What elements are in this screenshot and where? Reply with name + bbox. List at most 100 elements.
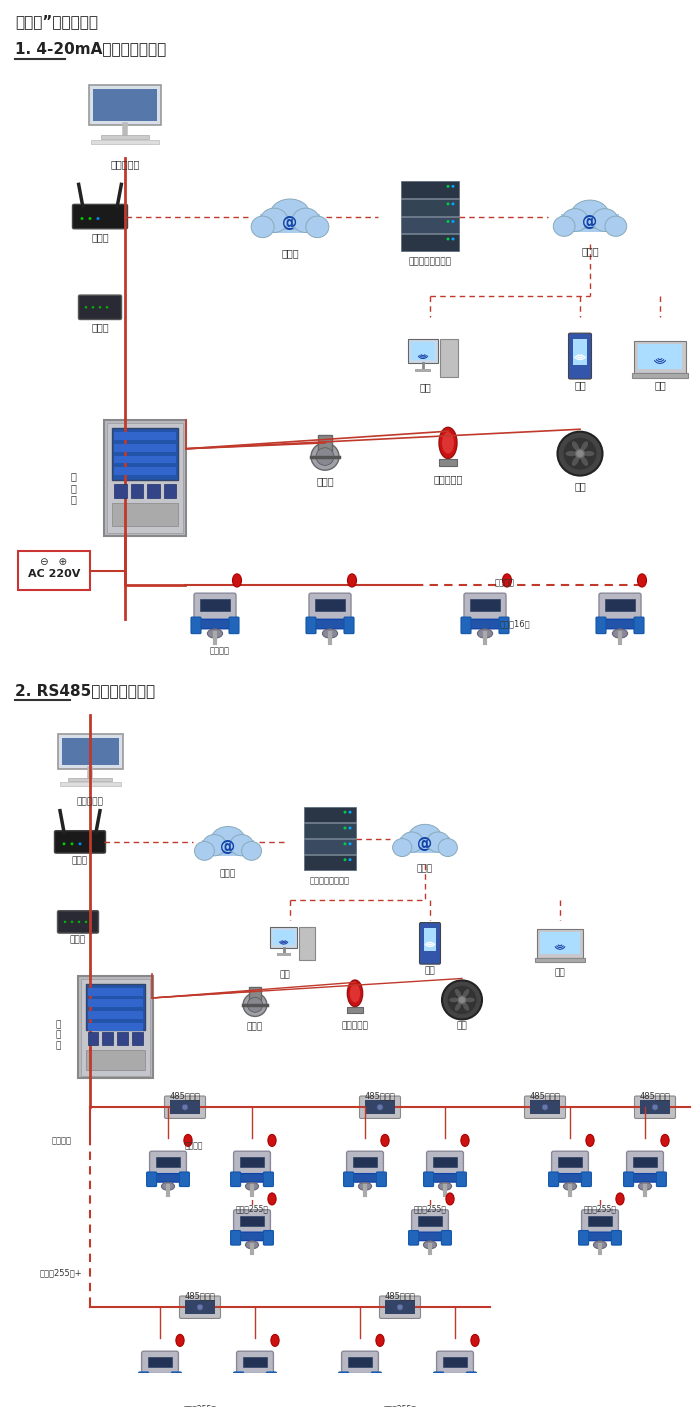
- Bar: [249, 986, 261, 1000]
- Ellipse shape: [424, 1241, 437, 1249]
- FancyBboxPatch shape: [551, 1173, 589, 1182]
- Bar: [304, 855, 356, 870]
- Bar: [185, 1300, 215, 1314]
- Bar: [132, 1033, 143, 1044]
- FancyBboxPatch shape: [634, 1096, 676, 1119]
- Bar: [401, 198, 459, 215]
- Bar: [130, 484, 143, 498]
- Ellipse shape: [652, 1104, 658, 1110]
- Ellipse shape: [447, 203, 449, 205]
- Text: 可连接255台: 可连接255台: [384, 1404, 416, 1407]
- Bar: [114, 456, 176, 463]
- Bar: [112, 504, 178, 526]
- Bar: [107, 424, 183, 533]
- Text: 信号输出: 信号输出: [495, 578, 515, 588]
- Bar: [537, 930, 583, 958]
- Ellipse shape: [354, 1382, 367, 1390]
- FancyBboxPatch shape: [309, 594, 351, 625]
- FancyBboxPatch shape: [339, 1372, 349, 1386]
- FancyBboxPatch shape: [341, 1373, 379, 1382]
- Bar: [88, 988, 143, 996]
- Ellipse shape: [455, 1002, 461, 1010]
- Text: 终端: 终端: [554, 968, 566, 978]
- Bar: [147, 484, 160, 498]
- Text: 终端: 终端: [654, 380, 666, 391]
- Ellipse shape: [449, 998, 459, 1002]
- Ellipse shape: [247, 998, 262, 1012]
- Bar: [353, 1157, 377, 1168]
- FancyBboxPatch shape: [624, 1172, 634, 1186]
- Bar: [385, 1300, 415, 1314]
- Bar: [114, 484, 127, 498]
- Ellipse shape: [78, 920, 80, 923]
- Ellipse shape: [616, 1193, 624, 1204]
- Ellipse shape: [71, 843, 74, 846]
- Text: 可连接16个: 可连接16个: [500, 619, 531, 629]
- Ellipse shape: [92, 307, 94, 308]
- Ellipse shape: [463, 989, 469, 998]
- Ellipse shape: [572, 442, 579, 450]
- FancyBboxPatch shape: [346, 1151, 384, 1179]
- Ellipse shape: [71, 920, 74, 923]
- FancyBboxPatch shape: [372, 1372, 382, 1386]
- Bar: [633, 1157, 657, 1168]
- Ellipse shape: [447, 985, 477, 1014]
- Bar: [202, 840, 254, 857]
- Text: 单机版电脑: 单机版电脑: [111, 159, 140, 169]
- FancyBboxPatch shape: [234, 1372, 244, 1386]
- Text: 通
讯
线: 通 讯 线: [70, 471, 76, 504]
- Ellipse shape: [452, 238, 454, 241]
- Ellipse shape: [99, 307, 101, 308]
- Text: 安帕尔网络服务器: 安帕尔网络服务器: [310, 877, 350, 885]
- Ellipse shape: [195, 841, 214, 860]
- Text: 电脑: 电脑: [419, 383, 431, 393]
- Bar: [632, 373, 688, 377]
- Bar: [260, 214, 320, 234]
- Ellipse shape: [566, 452, 576, 456]
- Ellipse shape: [581, 456, 588, 466]
- Bar: [117, 1033, 127, 1044]
- Ellipse shape: [452, 219, 454, 222]
- FancyBboxPatch shape: [141, 1351, 178, 1379]
- Ellipse shape: [350, 983, 360, 1002]
- Ellipse shape: [323, 629, 337, 637]
- Ellipse shape: [605, 217, 626, 236]
- Ellipse shape: [347, 981, 363, 1006]
- Text: 485中继器: 485中继器: [530, 1092, 561, 1100]
- Bar: [418, 1216, 442, 1225]
- Ellipse shape: [246, 1241, 258, 1249]
- Bar: [401, 234, 459, 250]
- Ellipse shape: [612, 629, 628, 637]
- Bar: [155, 1157, 181, 1168]
- FancyBboxPatch shape: [409, 1231, 419, 1245]
- Ellipse shape: [571, 200, 609, 229]
- Bar: [318, 435, 332, 450]
- Text: 可连接255台: 可连接255台: [183, 1404, 216, 1407]
- Bar: [88, 1033, 98, 1044]
- Text: @: @: [582, 214, 598, 229]
- Bar: [439, 459, 457, 466]
- Ellipse shape: [409, 825, 442, 850]
- Bar: [170, 1100, 200, 1114]
- Bar: [101, 135, 149, 139]
- Ellipse shape: [562, 208, 588, 232]
- FancyBboxPatch shape: [598, 619, 642, 629]
- Ellipse shape: [347, 574, 356, 587]
- Bar: [411, 342, 435, 360]
- FancyBboxPatch shape: [499, 618, 509, 633]
- FancyBboxPatch shape: [146, 1172, 157, 1186]
- Ellipse shape: [584, 452, 594, 456]
- FancyBboxPatch shape: [657, 1172, 666, 1186]
- Ellipse shape: [316, 447, 334, 466]
- FancyBboxPatch shape: [426, 1151, 463, 1179]
- Ellipse shape: [452, 184, 454, 187]
- Text: 声光报警器: 声光报警器: [433, 474, 463, 484]
- Bar: [89, 86, 161, 125]
- FancyBboxPatch shape: [626, 1173, 664, 1182]
- Ellipse shape: [503, 574, 512, 587]
- FancyBboxPatch shape: [179, 1296, 220, 1318]
- Ellipse shape: [260, 208, 288, 232]
- Ellipse shape: [85, 307, 88, 308]
- Bar: [587, 1216, 612, 1225]
- Bar: [415, 369, 431, 371]
